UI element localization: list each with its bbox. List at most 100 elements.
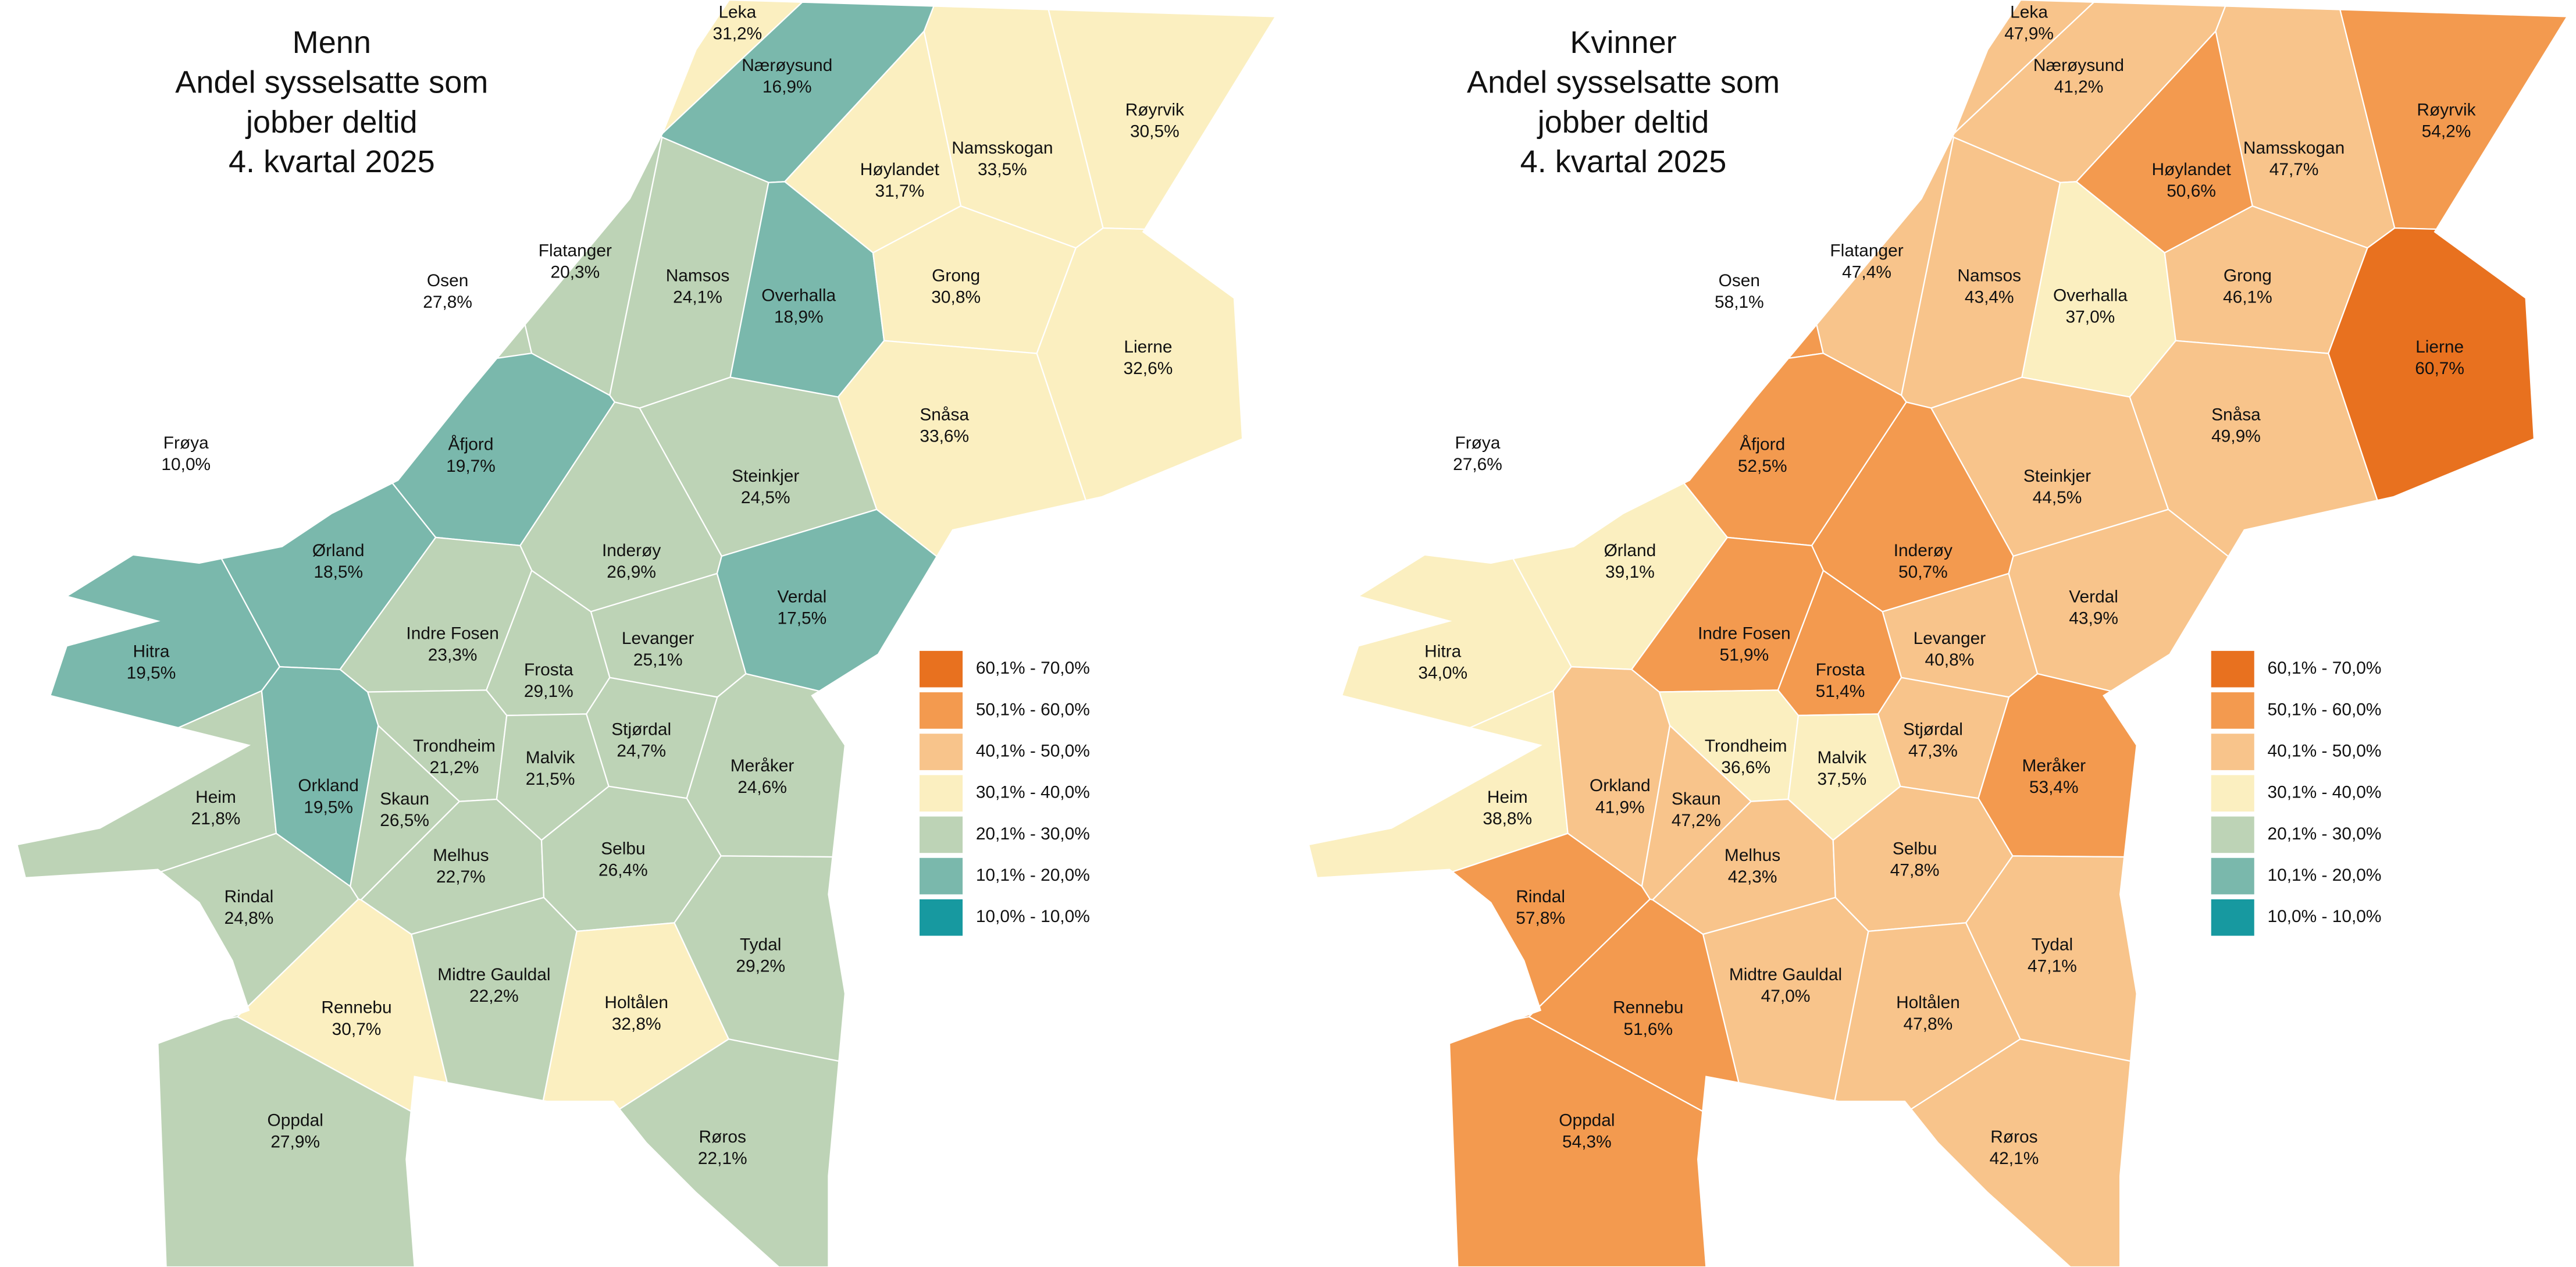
municipality-value: 32,8% xyxy=(612,1015,661,1034)
municipality-value: 24,5% xyxy=(741,488,790,507)
municipality-area xyxy=(1527,898,1740,1113)
municipality-value: 24,7% xyxy=(617,741,666,760)
municipality-value: 30,7% xyxy=(332,1020,382,1039)
map-title: Kvinner xyxy=(1570,25,1676,60)
municipality-value: 16,9% xyxy=(763,77,812,97)
legend-swatch xyxy=(2211,692,2254,729)
municipality-value: 44,5% xyxy=(2033,488,2082,507)
legend-swatch xyxy=(920,899,963,936)
municipality-name: Høylandet xyxy=(860,160,940,179)
municipality-area xyxy=(1834,922,2021,1111)
municipality-name: Indre Fosen xyxy=(1698,624,1790,643)
legend-label: 20,1% - 30,0% xyxy=(2268,824,2382,844)
municipality-value: 53,4% xyxy=(2029,778,2079,797)
municipality-value: 18,5% xyxy=(313,563,363,582)
municipality-name: Melhus xyxy=(433,846,489,865)
municipality-value: 19,5% xyxy=(304,798,353,817)
municipality-value: 29,1% xyxy=(524,682,573,701)
municipality-name: Røyrvik xyxy=(2417,101,2475,120)
municipality-name: Tydal xyxy=(2032,935,2073,955)
legend-label: 30,1% - 40,0% xyxy=(2268,783,2382,802)
municipality-value: 37,5% xyxy=(1817,770,1866,789)
municipality-value: 25,1% xyxy=(633,650,683,670)
municipality-area xyxy=(157,1016,415,1267)
municipality-name: Orkland xyxy=(298,776,359,795)
municipality-name: Midtre Gauldal xyxy=(437,965,550,984)
municipality-value: 22,1% xyxy=(698,1149,747,1168)
municipality-name: Rennebu xyxy=(321,998,391,1017)
legend-label: 10,1% - 20,0% xyxy=(976,866,1090,885)
municipality-value: 42,1% xyxy=(1990,1149,2039,1168)
municipality-name: Nærøysund xyxy=(742,56,832,75)
legend-label: 40,1% - 50,0% xyxy=(2268,741,2382,760)
municipality-area xyxy=(236,898,448,1113)
municipality-area xyxy=(1448,1016,1707,1267)
municipality-name: Verdal xyxy=(2069,588,2118,607)
legend-label: 50,1% - 60,0% xyxy=(976,700,1090,719)
legend-label: 10,0% - 10,0% xyxy=(2268,907,2382,926)
municipality-name: Midtre Gauldal xyxy=(1729,965,1842,984)
legend-label: 40,1% - 50,0% xyxy=(976,741,1090,760)
municipality-value: 33,5% xyxy=(978,160,1027,179)
municipality-name: Malvik xyxy=(1818,748,1867,767)
municipality-name: Leka xyxy=(2010,3,2048,22)
municipality-name: Leka xyxy=(718,3,756,22)
municipality-value: 38,8% xyxy=(1483,809,1532,828)
municipality-value: 22,2% xyxy=(469,987,519,1006)
legend-label: 10,1% - 20,0% xyxy=(2268,866,2382,885)
municipality-area xyxy=(1036,227,1244,501)
municipality-name: Nærøysund xyxy=(2033,56,2124,75)
municipality-value: 50,6% xyxy=(2167,181,2216,201)
municipality-value: 50,7% xyxy=(1898,563,1948,582)
municipality-value: 31,7% xyxy=(875,181,925,201)
municipality-value: 49,9% xyxy=(2211,427,2261,446)
municipality-name: Hitra xyxy=(1424,642,1461,661)
municipality-value: 34,0% xyxy=(1418,664,1467,683)
municipality-name: Åfjord xyxy=(1740,435,1785,454)
municipality-value: 47,3% xyxy=(1908,741,1958,760)
municipality-name: Ørland xyxy=(312,541,365,560)
municipality-name: Lierne xyxy=(2415,337,2464,357)
municipality-name: Hitra xyxy=(133,642,169,661)
municipality-name: Orkland xyxy=(1590,776,1651,795)
municipality-name: Trondheim xyxy=(413,736,496,756)
municipality-value: 41,9% xyxy=(1595,798,1645,817)
municipality-value: 24,8% xyxy=(225,909,274,928)
municipality-name: Inderøy xyxy=(602,541,661,560)
municipality-value: 47,8% xyxy=(1890,860,1940,880)
legend-label: 60,1% - 70,0% xyxy=(976,659,1090,678)
municipality-value: 31,2% xyxy=(712,24,762,44)
municipality-name: Overhalla xyxy=(2053,286,2128,305)
municipality-value: 40,8% xyxy=(1925,650,1975,670)
municipality-name: Melhus xyxy=(1725,846,1780,865)
municipality-value: 47,9% xyxy=(2004,24,2054,44)
municipality-name: Røros xyxy=(1990,1127,2037,1147)
map-title: 4. kvartal 2025 xyxy=(1520,144,1727,179)
municipality-value: 51,6% xyxy=(1623,1020,1673,1039)
municipality-name: Tydal xyxy=(740,935,781,955)
municipality-name: Lierne xyxy=(1124,337,1172,357)
municipality-name: Åfjord xyxy=(448,435,493,454)
municipality-value: 51,4% xyxy=(1816,682,1865,701)
legend-swatch xyxy=(920,816,963,853)
municipality-value: 24,6% xyxy=(737,778,787,797)
municipality-value: 26,9% xyxy=(607,563,656,582)
legend-swatch xyxy=(920,734,963,770)
municipality-name: Skaun xyxy=(1672,789,1721,809)
municipality-area xyxy=(1787,323,1825,360)
map-panel: Leka 47,9% Nærøysund 41,2% Røyrvik 54,2% Namss… xyxy=(1307,0,2568,1267)
municipality-name: Flatanger xyxy=(539,241,612,261)
municipality-name: Selbu xyxy=(1893,839,1937,858)
map-title: 4. kvartal 2025 xyxy=(229,144,435,179)
municipality-name: Snåsa xyxy=(920,405,969,425)
municipality-area xyxy=(618,1038,840,1267)
legend-label: 20,1% - 30,0% xyxy=(976,824,1090,844)
municipality-value: 20,3% xyxy=(550,263,600,282)
legend-swatch xyxy=(920,775,963,812)
legend-swatch xyxy=(2211,650,2254,688)
municipality-value: 43,4% xyxy=(1965,287,2014,307)
municipality-name: Frosta xyxy=(524,660,573,679)
municipality-name: Selbu xyxy=(601,839,645,858)
municipality-value: 47,7% xyxy=(2269,160,2319,179)
municipality-name: Namsos xyxy=(666,266,730,285)
